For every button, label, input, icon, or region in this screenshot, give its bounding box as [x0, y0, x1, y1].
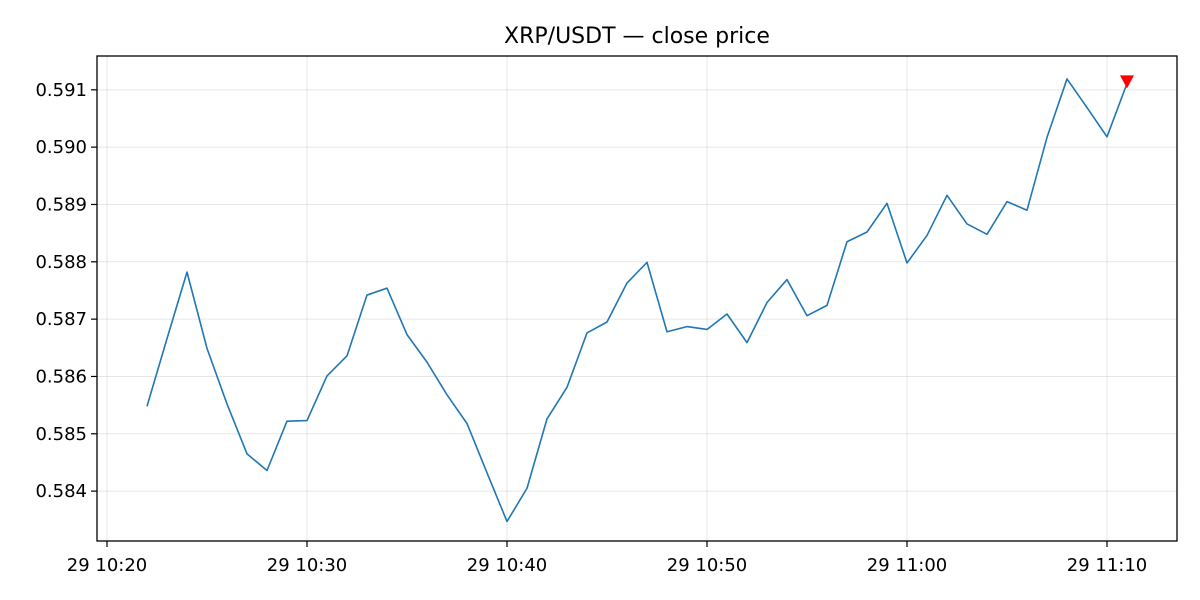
y-tick-label: 0.591 — [35, 80, 87, 101]
x-tick-label: 29 10:40 — [467, 555, 548, 576]
x-tick-label: 29 10:30 — [267, 555, 348, 576]
y-tick-label: 0.584 — [35, 481, 87, 502]
x-tick-label: 29 10:50 — [667, 555, 748, 576]
y-tick-label: 0.589 — [35, 194, 87, 215]
x-axis: 29 10:20 29 10:30 29 10:40 29 10:50 29 11:00… — [67, 541, 1148, 576]
chart-title: XRP/USDT — close price — [504, 24, 770, 49]
x-tick-label: 29 11:00 — [867, 555, 948, 576]
y-tick-label: 0.585 — [35, 424, 87, 445]
plot-frame — [96, 55, 1178, 542]
close-price-line — [146, 78, 1128, 523]
y-tick-label: 0.587 — [35, 309, 87, 330]
x-tick-label: 29 11:10 — [1067, 555, 1148, 576]
y-tick-label: 0.588 — [35, 252, 87, 273]
y-tick-label: 0.590 — [35, 137, 87, 158]
marker-layer — [1120, 75, 1134, 89]
grid-layer — [97, 56, 1177, 541]
series-layer — [146, 78, 1128, 523]
y-tick-label: 0.586 — [35, 366, 87, 387]
y-axis: 0.584 0.585 0.586 0.587 0.588 0.589 0.590 0.591 — [35, 80, 97, 502]
sell-marker-triangle — [1120, 75, 1134, 89]
x-tick-label: 29 10:20 — [67, 555, 148, 576]
